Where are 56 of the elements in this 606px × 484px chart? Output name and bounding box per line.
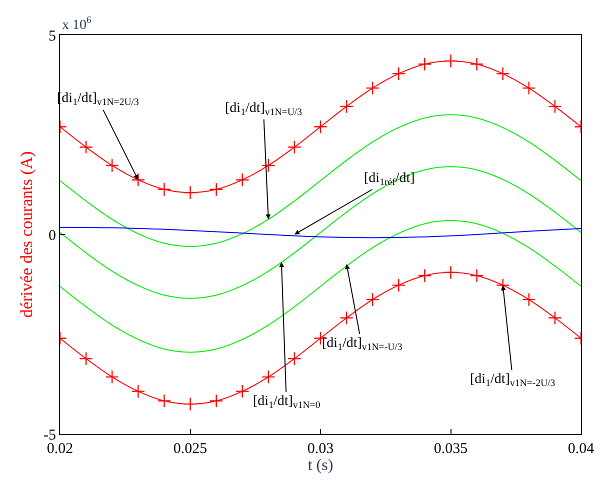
point [131,384,146,398]
x-axis-title: t (s) [308,457,334,474]
point [392,66,406,81]
point [79,140,93,154]
point [470,268,484,282]
point [105,370,119,384]
point [183,186,198,200]
point [496,278,510,292]
line-series [60,114,581,247]
point [366,81,380,95]
x-tick-label: 0.02 [46,441,74,457]
x-tick-label: 0.035 [434,441,468,457]
point [183,397,198,411]
text: x 10$^{6}$ [62,15,92,33]
point [340,310,354,325]
point [548,100,562,114]
point [522,292,536,306]
point [262,370,276,384]
annotation: [di$_{1}$/dt]$_{v1N=-2U/3}$ [470,372,556,389]
point [418,268,432,282]
annotation: [di$_{1}$/dt]$_{v1N=U/3}$ [225,101,302,118]
point [444,54,458,68]
point [235,384,250,398]
point [340,100,354,114]
x-tick-label: 0.03 [307,441,334,457]
point [157,394,172,408]
point [366,292,380,306]
point [157,182,172,196]
point [522,81,536,95]
annotation: [di$_{1}$/dt]$_{v1N=0}$ [253,394,320,411]
point [131,172,146,187]
line-series [60,166,581,299]
y-tick-label: 5 [48,28,56,44]
point [262,158,276,172]
point [288,352,302,366]
x-tick-label: 0.025 [173,441,208,457]
x-tick-label: 0.04 [568,441,595,457]
point [418,57,432,72]
point [235,172,250,187]
point [470,57,484,72]
line-series [60,226,581,238]
point [209,394,224,408]
point [444,266,458,280]
y-axis-title: dérivée des courants (A) [17,151,36,318]
point [288,140,302,154]
point [548,310,562,325]
point [392,278,406,292]
y-tick-label: 0 [48,228,56,244]
point [79,352,93,366]
line-series [60,220,581,353]
point [105,158,119,172]
annotation: [di$_{1}$/dt]$_{v1N=-U/3}$ [322,336,402,353]
point [209,182,224,196]
point [496,66,510,81]
point [314,120,328,134]
y-tick-label: -5 [44,427,56,444]
